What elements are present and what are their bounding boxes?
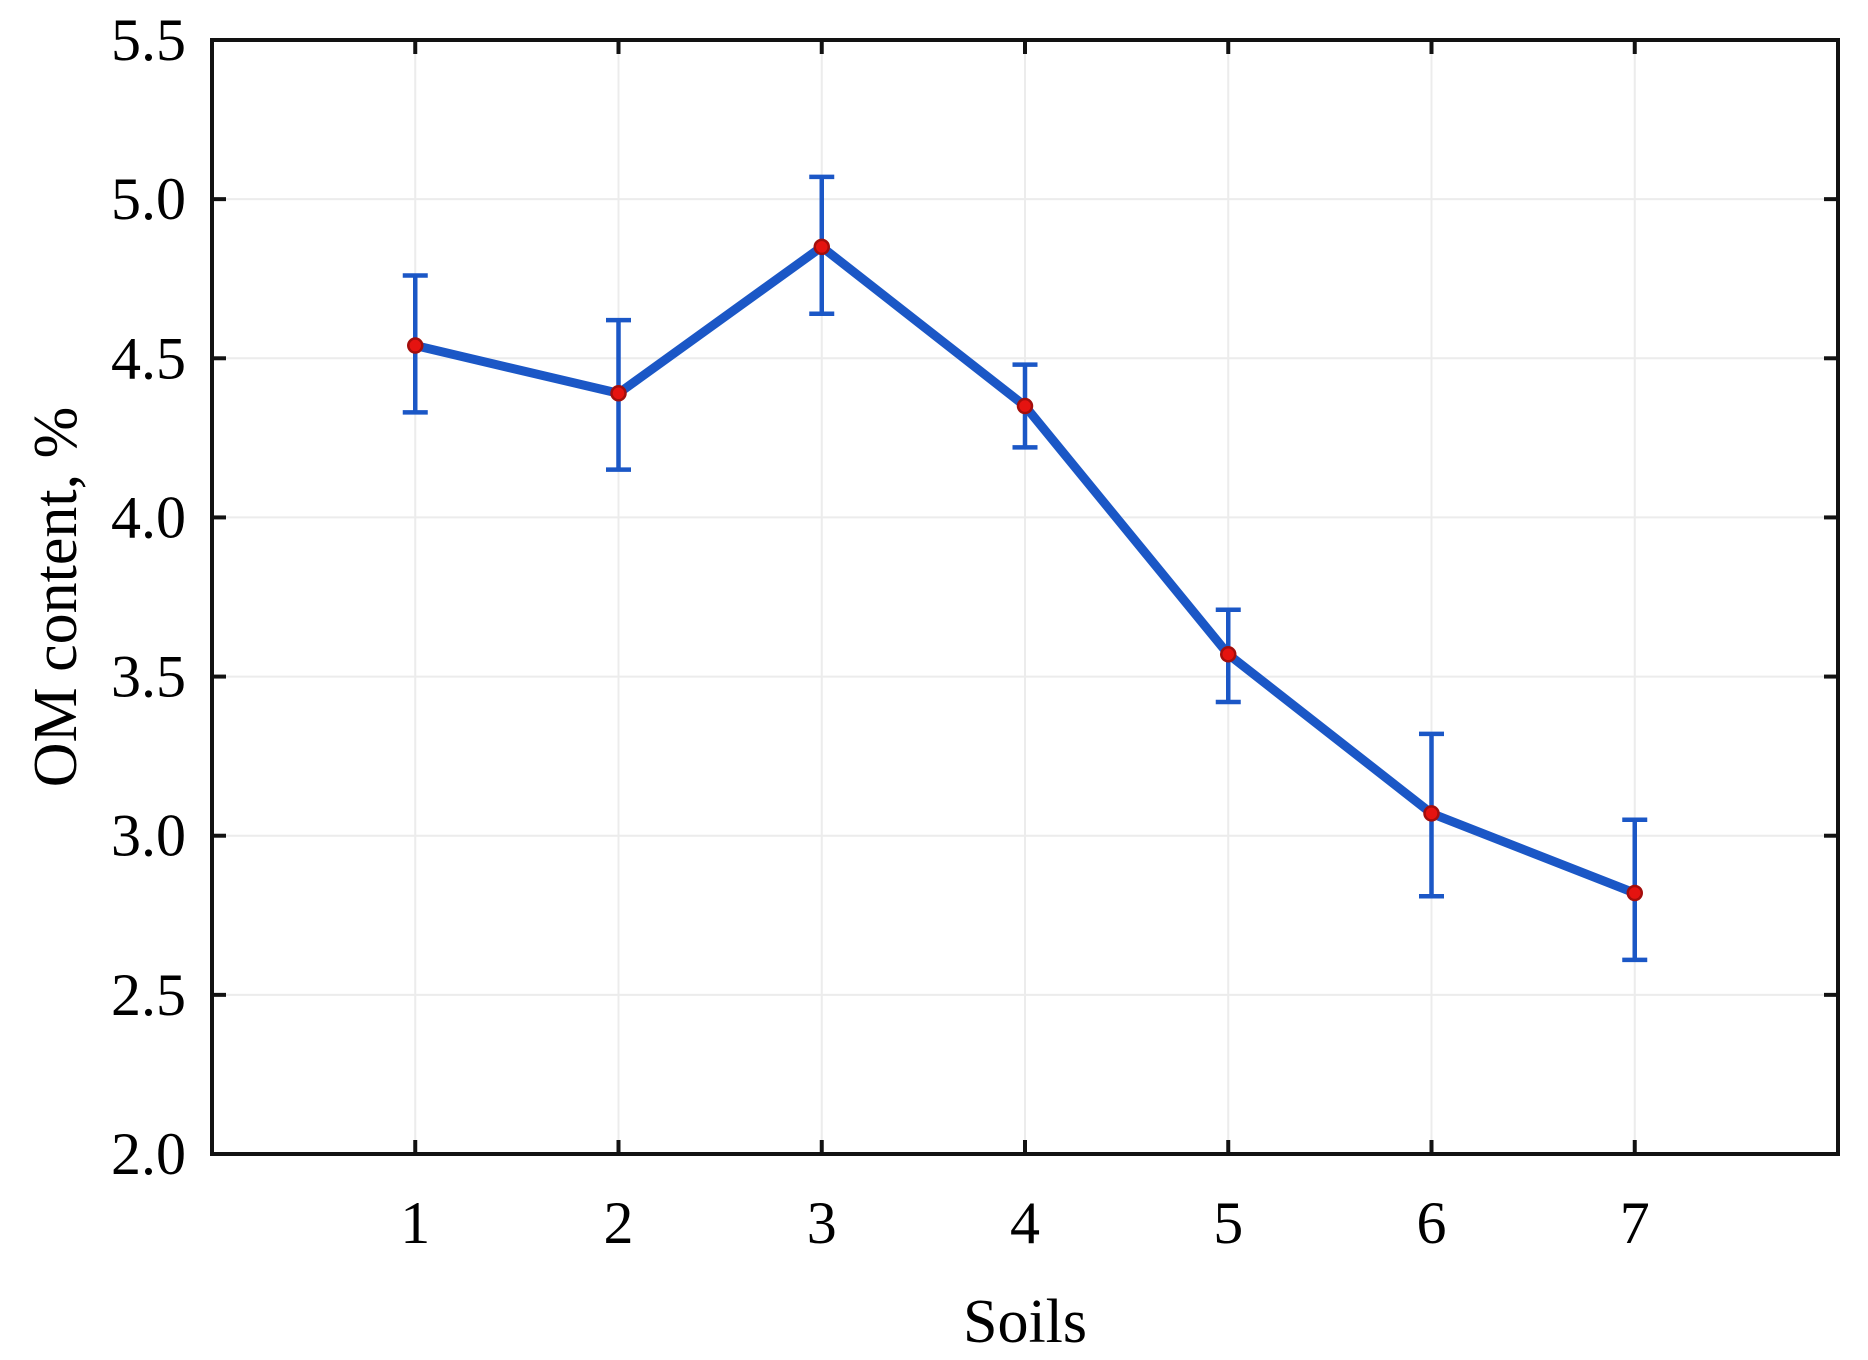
data-point xyxy=(813,238,830,256)
y-tick-label: 2.5 xyxy=(111,962,186,1028)
data-point xyxy=(407,337,424,354)
y-tick-label: 3.5 xyxy=(111,644,186,710)
data-point xyxy=(1626,884,1643,902)
data-point xyxy=(1220,646,1237,663)
grid-layer xyxy=(212,39,1838,1155)
plot-border xyxy=(210,38,1840,1156)
data-point xyxy=(610,385,627,402)
y-tick-label: 5.0 xyxy=(111,166,186,232)
x-tick-label: 5 xyxy=(1213,1190,1243,1256)
x-axis-title: Soils xyxy=(963,1288,1087,1356)
x-tick-label: 1 xyxy=(400,1190,430,1256)
y-tick-label: 3.0 xyxy=(111,803,186,869)
data-point xyxy=(1423,805,1440,822)
y-tick-label: 4.0 xyxy=(111,484,186,550)
plot-border-layer xyxy=(210,38,1840,1156)
x-tick-label: 3 xyxy=(807,1190,837,1256)
data-point xyxy=(1016,397,1034,415)
x-tick-label: 4 xyxy=(1010,1190,1040,1256)
y-axis-title: OM content, % xyxy=(22,407,90,788)
y-tick-label: 4.5 xyxy=(111,325,186,391)
data-layer xyxy=(402,174,1648,963)
y-tick-label: 5.5 xyxy=(111,7,186,73)
tick-label-layer: 2.0 2.5 3.0 3.5 4.0 4.5 5.0 5.5 1 2 3 4 5 6 7 xyxy=(111,7,1650,1256)
x-tick-label: 7 xyxy=(1620,1190,1650,1256)
x-tick-label: 6 xyxy=(1417,1190,1447,1256)
y-tick-label: 2.0 xyxy=(111,1121,186,1187)
x-tick-label: 2 xyxy=(604,1190,634,1256)
